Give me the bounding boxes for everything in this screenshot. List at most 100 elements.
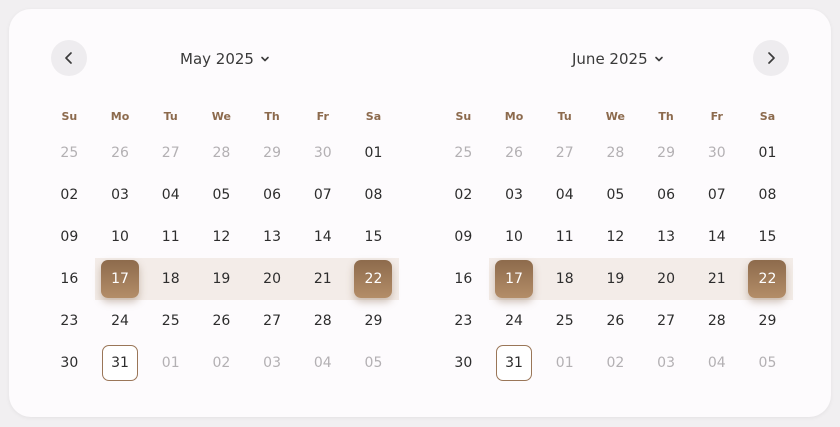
- day-cell-selected[interactable]: 22: [348, 258, 399, 300]
- day-cell[interactable]: 26: [489, 132, 540, 174]
- day-cell[interactable]: 14: [691, 216, 742, 258]
- day-cell-today[interactable]: 31: [95, 342, 146, 384]
- day-cell[interactable]: 02: [196, 342, 247, 384]
- day-cell[interactable]: 25: [438, 132, 489, 174]
- day-cell[interactable]: 02: [44, 174, 95, 216]
- day-cell[interactable]: 28: [691, 300, 742, 342]
- day-cell[interactable]: 12: [196, 216, 247, 258]
- day-cell[interactable]: 01: [145, 342, 196, 384]
- day-cell[interactable]: 02: [438, 174, 489, 216]
- day-cell[interactable]: 06: [247, 174, 298, 216]
- day-cell[interactable]: 23: [438, 300, 489, 342]
- day-cell[interactable]: 30: [438, 342, 489, 384]
- day-number: 11: [555, 229, 574, 245]
- day-cell[interactable]: 26: [590, 300, 641, 342]
- week-row: 23 24 25 26 27 28 29: [438, 300, 793, 342]
- day-cell[interactable]: 27: [641, 300, 692, 342]
- month-select-left[interactable]: May 2025: [180, 47, 270, 71]
- day-cell[interactable]: 11: [539, 216, 590, 258]
- day-cell[interactable]: 15: [742, 216, 793, 258]
- day-cell[interactable]: 19: [590, 258, 641, 300]
- day-cell[interactable]: 25: [44, 132, 95, 174]
- day-cell[interactable]: 26: [95, 132, 146, 174]
- day-cell[interactable]: 30: [297, 132, 348, 174]
- day-cell[interactable]: 03: [247, 342, 298, 384]
- day-cell[interactable]: 21: [297, 258, 348, 300]
- day-cell[interactable]: 10: [489, 216, 540, 258]
- day-number: 23: [454, 313, 473, 329]
- day-cell[interactable]: 24: [489, 300, 540, 342]
- day-cell[interactable]: 28: [196, 132, 247, 174]
- day-cell[interactable]: 28: [297, 300, 348, 342]
- day-cell[interactable]: 09: [44, 216, 95, 258]
- day-cell[interactable]: 13: [641, 216, 692, 258]
- day-cell[interactable]: 21: [691, 258, 742, 300]
- day-cell[interactable]: 15: [348, 216, 399, 258]
- day-cell[interactable]: 16: [44, 258, 95, 300]
- day-cell[interactable]: 13: [247, 216, 298, 258]
- day-cell[interactable]: 10: [95, 216, 146, 258]
- day-cell[interactable]: 05: [348, 342, 399, 384]
- today-marker: [496, 345, 533, 381]
- weekday-label: Su: [61, 109, 78, 123]
- day-cell[interactable]: 04: [539, 174, 590, 216]
- day-cell[interactable]: 18: [539, 258, 590, 300]
- day-cell[interactable]: 04: [297, 342, 348, 384]
- day-cell[interactable]: 29: [247, 132, 298, 174]
- day-number: 25: [555, 313, 574, 329]
- day-cell[interactable]: 07: [297, 174, 348, 216]
- day-cell[interactable]: 29: [742, 300, 793, 342]
- day-cell[interactable]: 05: [742, 342, 793, 384]
- day-cell[interactable]: 03: [489, 174, 540, 216]
- day-cell[interactable]: 23: [44, 300, 95, 342]
- day-cell[interactable]: 19: [196, 258, 247, 300]
- day-cell[interactable]: 01: [742, 132, 793, 174]
- day-cell[interactable]: 05: [196, 174, 247, 216]
- day-cell[interactable]: 16: [438, 258, 489, 300]
- day-number: 03: [263, 355, 281, 371]
- day-number: 05: [212, 187, 231, 203]
- day-cell[interactable]: 20: [641, 258, 692, 300]
- day-cell[interactable]: 14: [297, 216, 348, 258]
- day-cell[interactable]: 25: [145, 300, 196, 342]
- day-cell[interactable]: 08: [742, 174, 793, 216]
- day-cell-today[interactable]: 31: [489, 342, 540, 384]
- day-cell[interactable]: 05: [590, 174, 641, 216]
- day-cell[interactable]: 03: [95, 174, 146, 216]
- chevron-down-icon: [261, 56, 269, 62]
- day-cell[interactable]: 12: [590, 216, 641, 258]
- day-cell[interactable]: 01: [348, 132, 399, 174]
- day-cell[interactable]: 11: [145, 216, 196, 258]
- day-cell[interactable]: 29: [348, 300, 399, 342]
- prev-month-button[interactable]: [51, 40, 87, 76]
- day-number: 04: [555, 187, 574, 203]
- day-cell[interactable]: 27: [539, 132, 590, 174]
- day-cell[interactable]: 30: [44, 342, 95, 384]
- day-cell[interactable]: 27: [247, 300, 298, 342]
- day-cell[interactable]: 04: [691, 342, 742, 384]
- day-cell[interactable]: 20: [247, 258, 298, 300]
- day-cell[interactable]: 03: [641, 342, 692, 384]
- day-cell[interactable]: 29: [641, 132, 692, 174]
- day-cell[interactable]: 30: [691, 132, 742, 174]
- day-cell[interactable]: 01: [539, 342, 590, 384]
- day-cell-selected[interactable]: 17: [489, 258, 540, 300]
- next-month-button[interactable]: [753, 40, 789, 76]
- day-cell[interactable]: 18: [145, 258, 196, 300]
- day-cell-selected[interactable]: 22: [742, 258, 793, 300]
- month-select-right[interactable]: June 2025: [572, 47, 664, 71]
- day-cell[interactable]: 06: [641, 174, 692, 216]
- day-number: 25: [60, 145, 79, 161]
- day-cell[interactable]: 02: [590, 342, 641, 384]
- day-cell[interactable]: 24: [95, 300, 146, 342]
- day-number: 26: [505, 145, 523, 161]
- day-cell[interactable]: 04: [145, 174, 196, 216]
- day-cell[interactable]: 26: [196, 300, 247, 342]
- day-cell[interactable]: 09: [438, 216, 489, 258]
- day-cell[interactable]: 25: [539, 300, 590, 342]
- day-cell[interactable]: 07: [691, 174, 742, 216]
- day-cell-selected[interactable]: 17: [95, 258, 146, 300]
- day-cell[interactable]: 27: [145, 132, 196, 174]
- day-cell[interactable]: 28: [590, 132, 641, 174]
- day-cell[interactable]: 08: [348, 174, 399, 216]
